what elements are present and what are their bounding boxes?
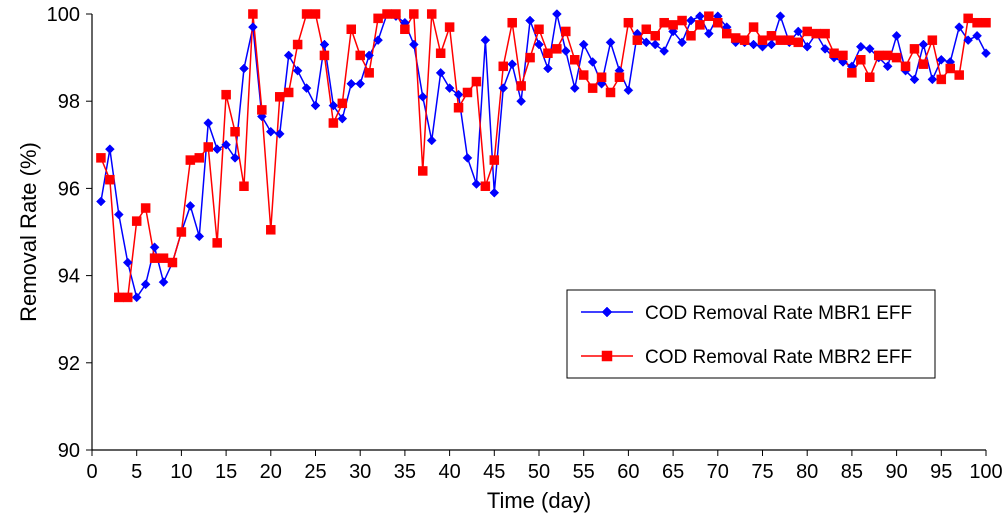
- y-tick-label: 98: [58, 91, 80, 113]
- x-tick-label: 80: [796, 461, 818, 483]
- x-tick-label: 70: [707, 461, 729, 483]
- y-tick-label: 100: [47, 4, 80, 26]
- x-tick-label: 0: [86, 461, 97, 483]
- x-tick-label: 5: [131, 461, 142, 483]
- x-axis-label: Time (day): [487, 488, 591, 513]
- x-tick-label: 85: [841, 461, 863, 483]
- x-tick-label: 60: [617, 461, 639, 483]
- y-tick-label: 92: [58, 353, 80, 375]
- series-markers-1: [96, 10, 990, 302]
- y-tick-label: 94: [58, 266, 80, 288]
- chart-container: 0 5 10 15 20 25 30 35 40 45 50 55 60 65 70 75 80 85 90 95 10…: [0, 0, 1006, 529]
- x-tick-label: 55: [573, 461, 595, 483]
- legend: COD Removal Rate MBR1 EFF COD Removal Rat…: [567, 290, 935, 378]
- x-tick-label: 75: [751, 461, 773, 483]
- line-chart: 0 5 10 15 20 25 30 35 40 45 50 55 60 65 70 75 80 85 90 95 10…: [0, 0, 1006, 529]
- legend-label-0: COD Removal Rate MBR1 EFF: [645, 303, 912, 324]
- x-tick-label: 35: [394, 461, 416, 483]
- x-tick-label: 20: [260, 461, 282, 483]
- x-tick-label: 40: [438, 461, 460, 483]
- x-tick-label: 95: [930, 461, 952, 483]
- x-tick-label: 45: [483, 461, 505, 483]
- x-tick-label: 10: [170, 461, 192, 483]
- x-tick-label: 25: [304, 461, 326, 483]
- x-tick-label: 100: [969, 461, 1002, 483]
- x-tick-label: 65: [662, 461, 684, 483]
- x-tick-label: 15: [215, 461, 237, 483]
- x-tick-label: 30: [349, 461, 371, 483]
- x-tick-label: 90: [885, 461, 907, 483]
- series-markers: [96, 10, 990, 302]
- x-tick-label: 50: [528, 461, 550, 483]
- y-axis-label: Removal Rate (%): [16, 142, 41, 322]
- y-tick-label: 90: [58, 440, 80, 462]
- y-tick-label: 96: [58, 178, 80, 200]
- legend-label-1: COD Removal Rate MBR2 EFF: [645, 347, 912, 368]
